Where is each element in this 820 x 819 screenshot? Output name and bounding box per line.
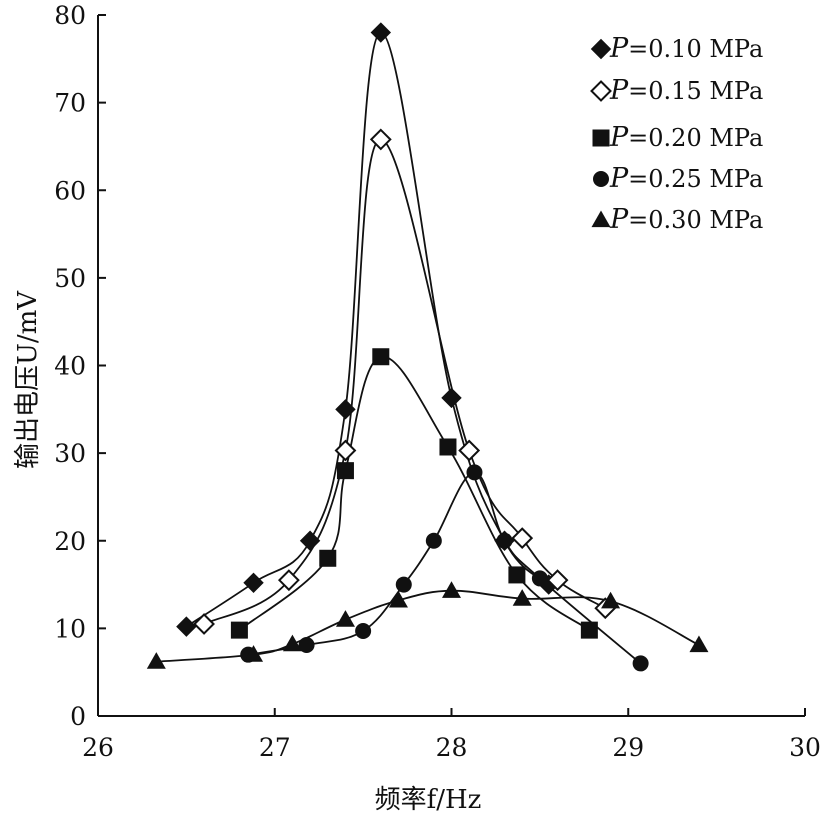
y-axis-title: 输出电压U/mV (13, 290, 43, 469)
data-point-marker (277, 569, 300, 592)
legend-marker (592, 129, 610, 147)
legend-variable: P (609, 33, 629, 64)
x-tick-label: 28 (436, 733, 468, 762)
data-point-marker (146, 652, 166, 669)
x-axis-title: 频率f/Hz (375, 785, 482, 815)
series-line (185, 31, 550, 628)
data-point-marker (336, 462, 354, 480)
data-point-marker (546, 569, 569, 592)
legend-variable: P (609, 75, 629, 106)
y-tick-label: 10 (54, 614, 86, 643)
data-point-marker (243, 572, 264, 594)
legend-variable: P (609, 204, 629, 235)
data-point-marker (230, 621, 248, 639)
data-point-marker (601, 591, 621, 609)
series-line (238, 355, 590, 631)
legend-marker (590, 38, 612, 60)
data-point-marker (442, 581, 461, 598)
data-point-marker (580, 621, 598, 639)
legend-marker (593, 171, 609, 187)
legend-marker (590, 80, 612, 102)
data-point-marker (439, 438, 457, 456)
legend-entry-label: P=0.25 MPa (609, 163, 763, 194)
data-point-marker (370, 22, 392, 43)
y-tick-label: 70 (54, 89, 86, 118)
legend-entry-label: P=0.30 MPa (609, 204, 763, 235)
data-point-marker (282, 634, 302, 652)
legend-variable: P (609, 163, 629, 194)
legend-value: =0.20 MPa (628, 124, 763, 152)
y-tick-label: 50 (54, 264, 86, 293)
data-point-marker (425, 532, 442, 549)
legend-value: =0.15 MPa (628, 77, 763, 105)
data-point-marker (369, 128, 392, 151)
data-point-marker (334, 439, 357, 462)
legend-entry-label: P=0.15 MPa (609, 75, 763, 106)
y-tick-label: 20 (54, 527, 86, 556)
x-tick-label: 27 (259, 733, 291, 762)
x-ticks: 26 27 28 29 30 (82, 708, 820, 762)
legend-value: =0.10 MPa (628, 35, 763, 63)
x-tick-label: 30 (789, 733, 820, 762)
y-tick-label: 30 (54, 439, 86, 468)
x-tick-label: 29 (612, 733, 644, 762)
axes: 26 27 28 29 30 0 10 20 30 40 50 60 70 80 (54, 1, 820, 762)
data-point-marker (496, 532, 513, 549)
data-point-marker (512, 589, 532, 606)
data-point-marker (335, 610, 355, 627)
data-point-marker (298, 637, 315, 654)
y-tick-label: 0 (70, 702, 86, 731)
y-tick-label: 40 (54, 352, 86, 381)
series-markers (146, 22, 709, 672)
legend-value: =0.30 MPa (628, 206, 763, 234)
legend-entry-label: P=0.10 MPa (609, 33, 763, 64)
y-tick-label: 80 (54, 1, 86, 30)
data-point-marker (176, 616, 197, 637)
x-tick-label: 26 (82, 733, 114, 762)
data-point-marker (466, 464, 483, 481)
legend-entry-label: P=0.20 MPa (609, 122, 763, 153)
data-point-marker (395, 576, 412, 593)
legend-variable: P (609, 122, 629, 153)
data-point-marker (531, 570, 548, 587)
data-point-marker (511, 527, 534, 550)
data-point-marker (508, 566, 526, 584)
data-point-marker (632, 655, 649, 672)
data-point-marker (372, 348, 390, 366)
data-point-marker (193, 613, 215, 635)
data-point-marker (388, 590, 408, 608)
series-line (203, 138, 606, 625)
legend-marker (591, 210, 611, 228)
data-point-marker (335, 399, 356, 420)
data-point-marker (441, 387, 462, 409)
data-point-marker (244, 645, 264, 662)
data-point-marker (458, 439, 481, 462)
data-point-marker (689, 635, 709, 653)
y-tick-label: 60 (54, 176, 86, 205)
data-point-marker (299, 530, 321, 551)
legend-value: =0.25 MPa (628, 165, 763, 193)
data-point-marker (355, 623, 372, 640)
data-point-marker (319, 549, 337, 567)
y-ticks: 0 10 20 30 40 50 60 70 80 (54, 1, 106, 731)
